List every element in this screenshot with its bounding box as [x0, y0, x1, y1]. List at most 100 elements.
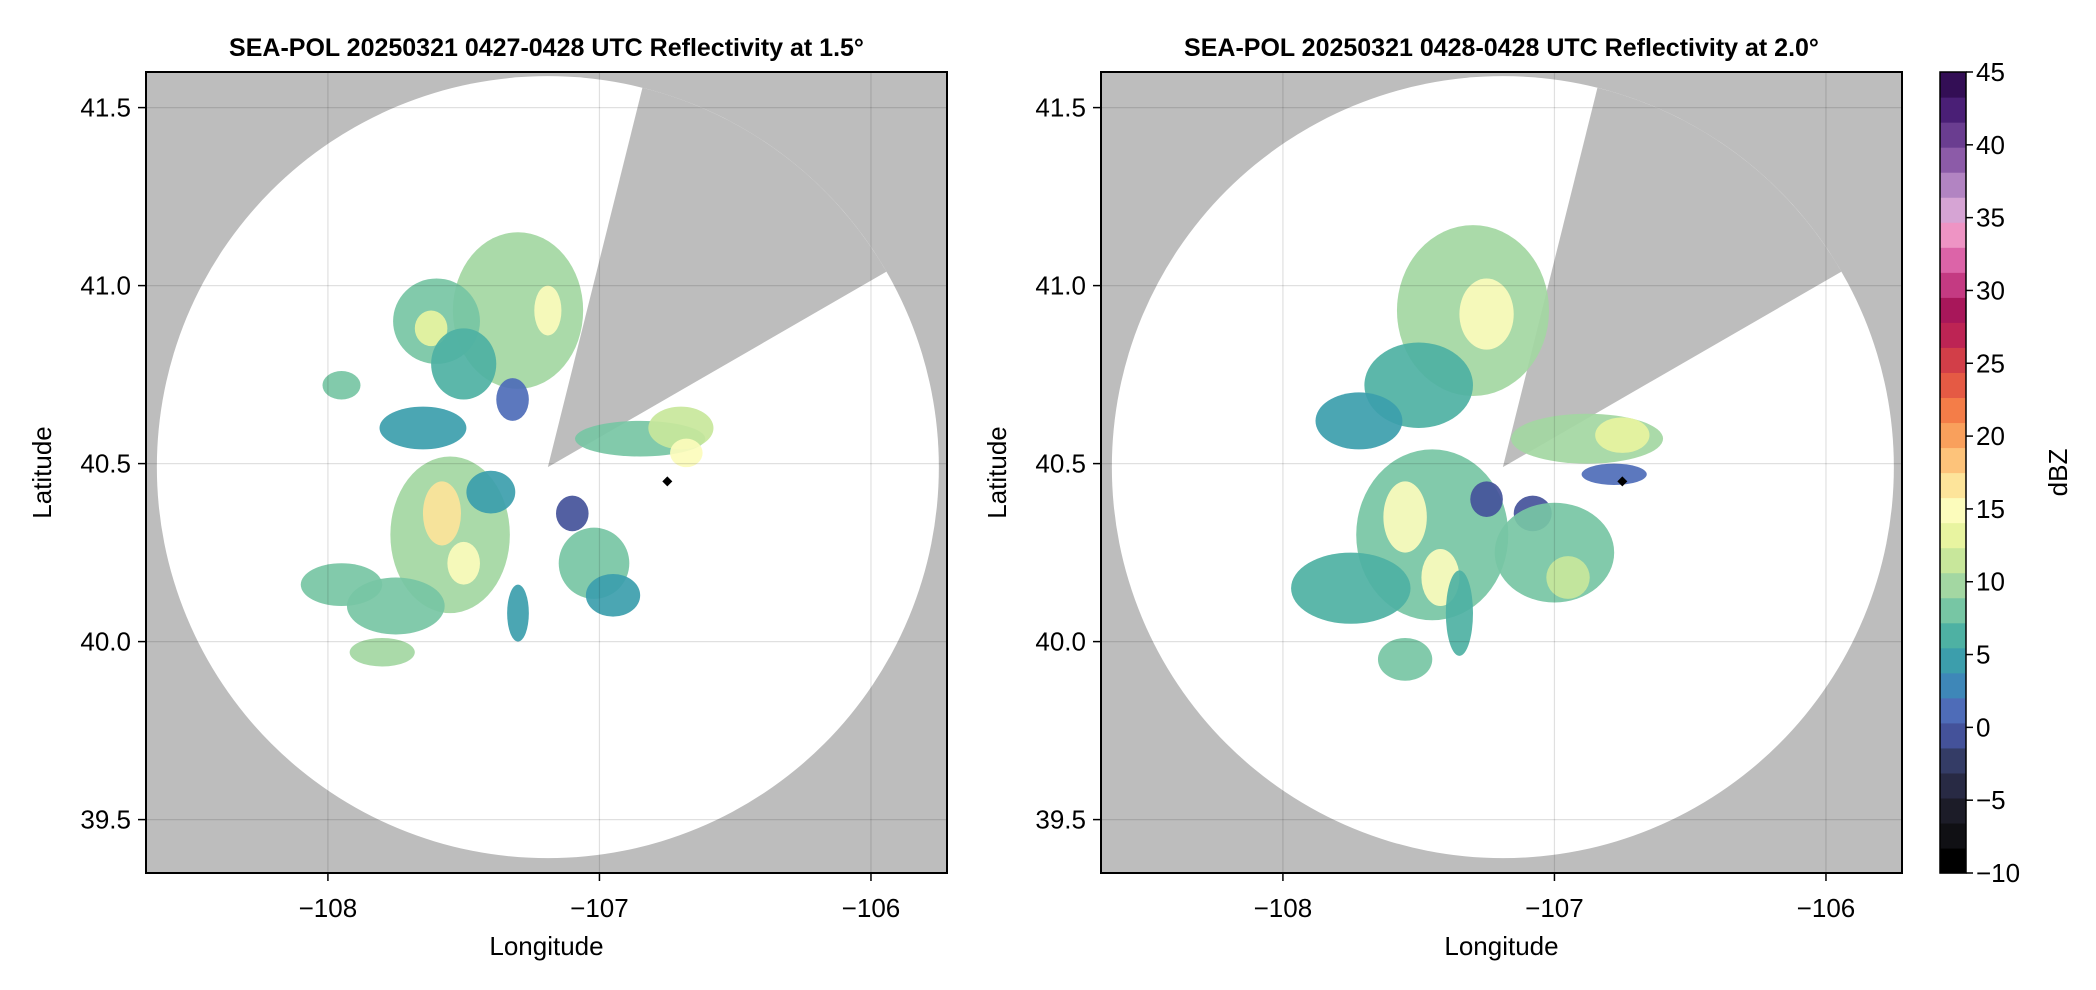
y-tick-label: 41.5 [1035, 93, 1086, 123]
colorbar-tick-label: 10 [1976, 567, 2005, 597]
echo-cell [670, 438, 703, 468]
colorbar-swatch [1940, 622, 1966, 649]
colorbar-frame [1939, 71, 1967, 874]
colorbar-swatch [1940, 547, 1966, 574]
colorbar-swatch [1940, 297, 1966, 323]
colorbar-tick-label: 35 [1976, 203, 2005, 233]
colorbar-tick-label: 25 [1976, 348, 2005, 378]
colorbar-tick-label: −5 [1976, 785, 2006, 815]
colorbar-swatch [1940, 72, 1966, 98]
echo-cell [496, 378, 529, 421]
y-axis-label: Latitude [27, 426, 57, 519]
colorbar-tick-label: 20 [1976, 421, 2005, 451]
echo-cell [556, 495, 589, 532]
x-tick-label: −106 [842, 893, 901, 923]
x-tick-label: −107 [1525, 893, 1584, 923]
y-tick-label: 41.0 [1035, 271, 1086, 301]
colorbar-swatch [1940, 272, 1966, 298]
echo-cell [1377, 638, 1433, 681]
colorbar-swatch [1940, 147, 1966, 173]
colorbar-swatch [1940, 722, 1966, 749]
y-tick-label: 40.0 [1035, 627, 1086, 657]
x-tick-label: −108 [299, 893, 358, 923]
echo-cell [379, 406, 467, 450]
y-axis-label: Latitude [982, 426, 1012, 519]
x-tick-label: −107 [570, 893, 629, 923]
echo-cell [1445, 570, 1473, 656]
echo-cell [1470, 481, 1503, 517]
colorbar-swatch [1940, 672, 1966, 699]
x-axis-label: Longitude [489, 931, 603, 961]
echo-cell [1383, 481, 1427, 553]
y-tick-label: 40.5 [1035, 449, 1086, 479]
colorbar-swatch [1940, 772, 1966, 799]
echo-cell [648, 406, 714, 450]
plot-frame [1100, 71, 1903, 874]
x-tick-label: −106 [1797, 893, 1856, 923]
echo-cell [300, 563, 383, 606]
colorbar-swatch [1940, 322, 1966, 348]
reflectivity-echoes [1291, 225, 1664, 681]
echo-cell [1315, 392, 1403, 450]
colorbar-swatch [1940, 472, 1966, 499]
colorbar-tick-label: −10 [1976, 858, 2020, 888]
colorbar-swatch [1940, 797, 1966, 824]
colorbar-tick-label: 30 [1976, 275, 2005, 305]
colorbar-swatch [1940, 122, 1966, 148]
echo-cell [1459, 278, 1514, 350]
colorbar: −10 −5 0 5 10 15 20 25 30 35 40 45 dBZ [1939, 57, 2073, 888]
colorbar-tick-label: 40 [1976, 130, 2005, 160]
colorbar-swatch [1940, 197, 1966, 223]
plot-area [146, 72, 947, 873]
chart-title: SEA-POL 20250321 0428-0428 UTC Reflectiv… [1184, 34, 1819, 62]
colorbar-swatch [1940, 697, 1966, 724]
echo-cell [1581, 463, 1647, 485]
y-tick-label: 41.0 [80, 271, 131, 301]
colorbar-swatch [1940, 97, 1966, 123]
echo-cell [447, 541, 480, 585]
colorbar-swatch [1940, 647, 1966, 674]
colorbar-tick-label: 0 [1976, 712, 1990, 742]
echo-cell [414, 310, 448, 347]
colorbar-swatch [1940, 847, 1966, 874]
colorbar-swatch [1940, 597, 1966, 624]
plot-area [1101, 72, 1902, 873]
site-marker [662, 476, 673, 487]
y-tick-label: 40.0 [80, 627, 131, 657]
plot-frame [145, 71, 948, 874]
colorbar-label: dBZ [2043, 449, 2073, 497]
panel-1: −108 −107 −106 39.5 40.0 40.5 41.0 41.5 SEA-POL … [27, 34, 948, 961]
colorbar-tick-label: 15 [1976, 494, 2005, 524]
echo-cell [1595, 417, 1650, 453]
y-tick-label: 39.5 [1035, 805, 1086, 835]
echo-cell [349, 638, 415, 667]
colorbar-swatch [1940, 222, 1966, 248]
colorbar-tick-label: 5 [1976, 640, 1990, 670]
echo-cell [1546, 556, 1590, 599]
colorbar-swatch [1940, 822, 1966, 849]
colorbar-swatch [1940, 172, 1966, 198]
colorbar-swatch [1940, 522, 1966, 549]
reflectivity-echoes [300, 232, 714, 667]
colorbar-swatch [1940, 397, 1966, 424]
colorbar-swatch [1940, 372, 1966, 399]
colorbar-swatch [1940, 572, 1966, 599]
echo-cell [585, 573, 641, 617]
y-tick-label: 39.5 [80, 805, 131, 835]
x-tick-label: −108 [1254, 893, 1313, 923]
colorbar-tick-label: 45 [1976, 57, 2005, 87]
echo-cell [466, 470, 516, 514]
colorbar-swatch [1940, 747, 1966, 774]
x-axis-label: Longitude [1444, 931, 1558, 961]
echo-cell [507, 584, 529, 642]
panel-2: −108 −107 −106 39.5 40.0 40.5 41.0 41.5 SEA-POL … [982, 34, 1903, 961]
site-marker [1617, 476, 1628, 487]
colorbar-swatch [1940, 447, 1966, 474]
colorbar-swatch [1940, 247, 1966, 273]
colorbar-swatch [1940, 347, 1966, 373]
echo-cell [322, 371, 361, 400]
y-tick-label: 41.5 [80, 93, 131, 123]
colorbar-swatch [1940, 497, 1966, 524]
